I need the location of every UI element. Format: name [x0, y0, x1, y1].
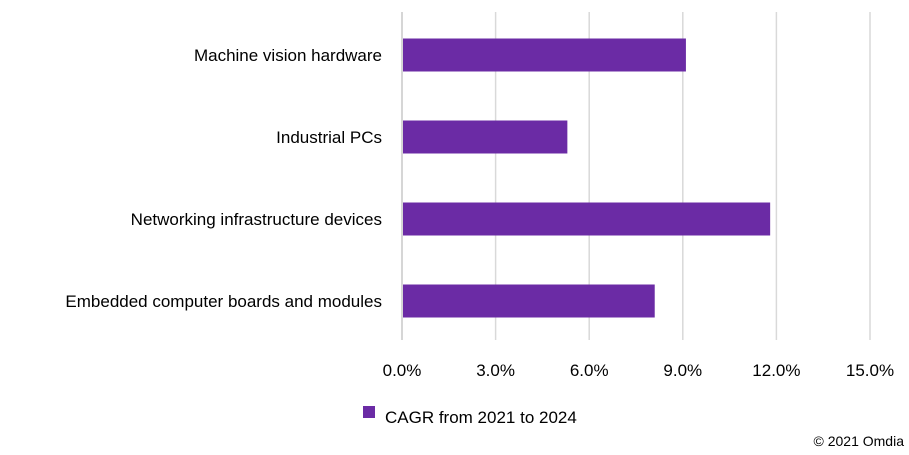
legend-label: CAGR from 2021 to 2024 — [385, 408, 577, 427]
bars — [403, 38, 771, 318]
category-label: Industrial PCs — [276, 128, 382, 147]
x-tick-label: 3.0% — [476, 361, 515, 380]
category-labels: Machine vision hardware Industrial PCs Net… — [65, 46, 382, 311]
category-label: Networking infrastructure devices — [131, 210, 382, 229]
x-tick-label: 12.0% — [752, 361, 800, 380]
x-tick-label: 6.0% — [570, 361, 609, 380]
bar — [403, 120, 568, 154]
bar — [403, 38, 686, 72]
bar — [403, 284, 655, 318]
copyright-credit: © 2021 Omdia — [814, 433, 905, 449]
x-axis-tick-labels: 0.0% 3.0% 6.0% 9.0% 12.0% 15.0% — [383, 361, 894, 380]
category-label: Machine vision hardware — [194, 46, 382, 65]
legend-swatch — [363, 406, 375, 418]
legend: CAGR from 2021 to 2024 — [363, 406, 577, 427]
x-tick-label: 15.0% — [846, 361, 894, 380]
bar — [403, 202, 771, 236]
x-tick-label: 0.0% — [383, 361, 422, 380]
category-label: Embedded computer boards and modules — [65, 292, 382, 311]
x-tick-label: 9.0% — [663, 361, 702, 380]
